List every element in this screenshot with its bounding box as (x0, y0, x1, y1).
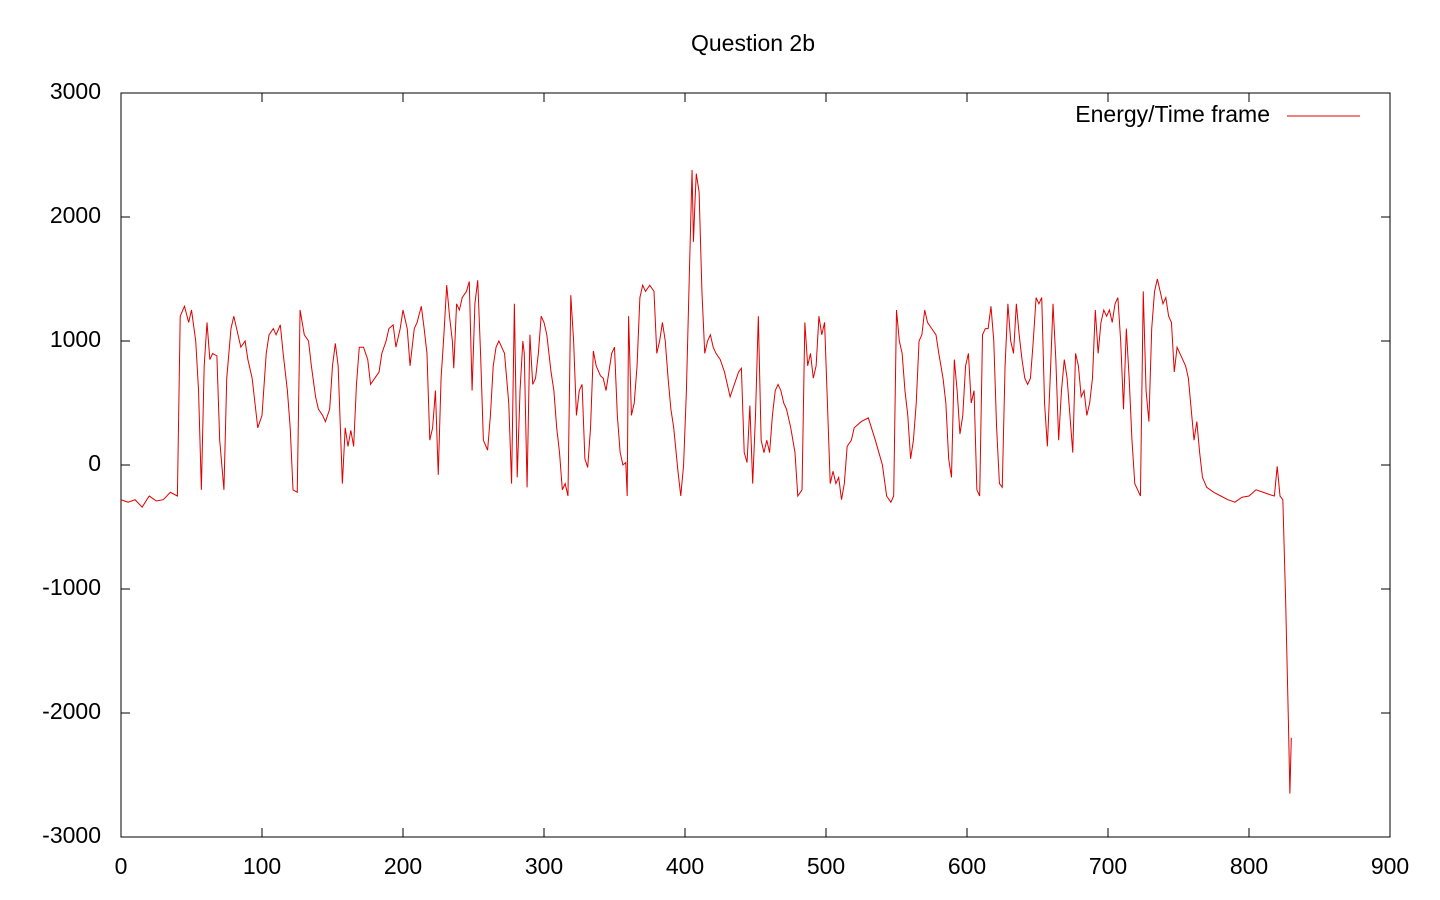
y-tick-label: 2000 (50, 202, 101, 228)
x-tick-label: 100 (243, 853, 281, 879)
y-tick-label: 0 (88, 450, 101, 476)
x-tick-label: 300 (525, 853, 563, 879)
y-tick-label: -3000 (42, 822, 101, 848)
x-tick-label: 500 (807, 853, 845, 879)
chart-title: Question 2b (691, 30, 815, 56)
x-tick-label: 0 (115, 853, 128, 879)
x-tick-label: 800 (1230, 853, 1268, 879)
y-tick-label: 1000 (50, 326, 101, 352)
x-tick-label: 200 (384, 853, 422, 879)
legend-label: Energy/Time frame (1075, 101, 1270, 127)
y-tick-label: -2000 (42, 698, 101, 724)
y-tick-label: 3000 (50, 78, 101, 104)
plot-frame (120, 92, 1391, 838)
x-tick-label: 900 (1371, 853, 1409, 879)
x-tick-label: 600 (948, 853, 986, 879)
x-tick-label: 700 (1089, 853, 1127, 879)
data-line (120, 169, 1292, 794)
x-tick-label: 400 (666, 853, 704, 879)
y-tick-label: -1000 (42, 574, 101, 600)
